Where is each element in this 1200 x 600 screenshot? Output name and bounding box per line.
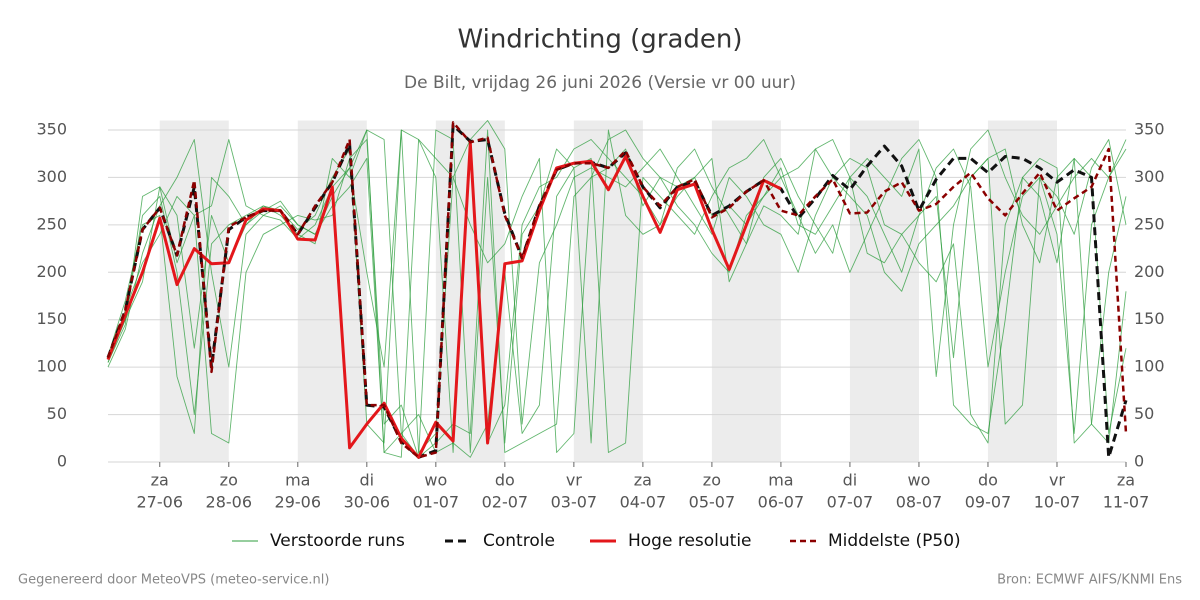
y-tick-label: 100 [36, 357, 67, 376]
y-tick-label: 200 [36, 262, 67, 281]
x-tick-label: vr [566, 471, 582, 490]
x-tick-label: vr [1049, 471, 1065, 490]
y2-tick-label: 150 [1134, 309, 1165, 328]
x-tick-label: za [1117, 471, 1135, 490]
x-tick-date: 30-06 [344, 493, 391, 512]
x-tick-date: 08-07 [896, 493, 943, 512]
x-tick-label: za [634, 471, 652, 490]
series-line [106, 141, 782, 459]
perturbed-run [107, 120, 1127, 453]
x-tick-date: 05-07 [689, 493, 736, 512]
x-tick-date: 01-07 [413, 493, 460, 512]
x-tick-label: wo [908, 471, 931, 490]
perturbed-run [107, 129, 1127, 458]
legend-label: Middelste (P50) [828, 531, 961, 551]
perturbed-run [107, 129, 1127, 458]
y2-tick-label: 0 [1134, 452, 1144, 471]
x-tick-label: wo [424, 471, 447, 490]
legend-label: Controle [483, 531, 555, 551]
y-tick-label: 150 [36, 309, 67, 328]
x-tick-label: zo [220, 471, 238, 490]
y2-tick-label: 350 [1134, 119, 1165, 138]
y-tick-label: 50 [47, 404, 67, 423]
y2-tick-label: 50 [1134, 404, 1154, 423]
y-tick-label: 0 [57, 452, 67, 471]
perturbed-run [107, 129, 1127, 458]
x-tick-label: ma [285, 471, 310, 490]
x-tick-date: 29-06 [275, 493, 322, 512]
footer-left: Gegenereerd door MeteoVPS (meteo-service… [18, 573, 329, 588]
x-tick-date: 10-07 [1034, 493, 1081, 512]
day-band [297, 120, 367, 462]
day-band [849, 120, 919, 462]
x-tick-date: 27-06 [137, 493, 184, 512]
y2-tick-label: 250 [1134, 214, 1165, 233]
x-tick-date: 11-07 [1103, 493, 1150, 512]
x-tick-label: di [360, 471, 375, 490]
x-tick-label: di [843, 471, 858, 490]
x-tick-date: 09-07 [965, 493, 1012, 512]
footer-right: Bron: ECMWF AIFS/KNMI Ens [997, 573, 1182, 588]
y-tick-label: 300 [36, 167, 67, 186]
x-tick-label: zo [703, 471, 721, 490]
y-tick-label: 250 [36, 214, 67, 233]
x-tick-date: 02-07 [482, 493, 529, 512]
chart-subtitle: De Bilt, vrijdag 26 juni 2026 (Versie vr… [404, 73, 796, 93]
x-tick-date: 06-07 [758, 493, 805, 512]
x-tick-label: ma [768, 471, 793, 490]
legend-label: Verstoorde runs [270, 531, 405, 551]
x-tick-date: 07-07 [827, 493, 874, 512]
x-tick-date: 03-07 [551, 493, 598, 512]
x-tick-date: 04-07 [620, 493, 667, 512]
x-tick-label: do [978, 471, 998, 490]
y2-tick-label: 200 [1134, 262, 1165, 281]
x-tick-label: do [495, 471, 515, 490]
y2-tick-label: 100 [1134, 357, 1165, 376]
x-tick-label: za [151, 471, 169, 490]
day-band [987, 120, 1057, 462]
legend-label: Hoge resolutie [628, 531, 752, 551]
x-tick-date: 28-06 [206, 493, 253, 512]
y-tick-label: 350 [36, 119, 67, 138]
day-band [711, 120, 781, 462]
chart-title: Windrichting (graden) [457, 25, 742, 55]
y2-tick-label: 300 [1134, 167, 1165, 186]
